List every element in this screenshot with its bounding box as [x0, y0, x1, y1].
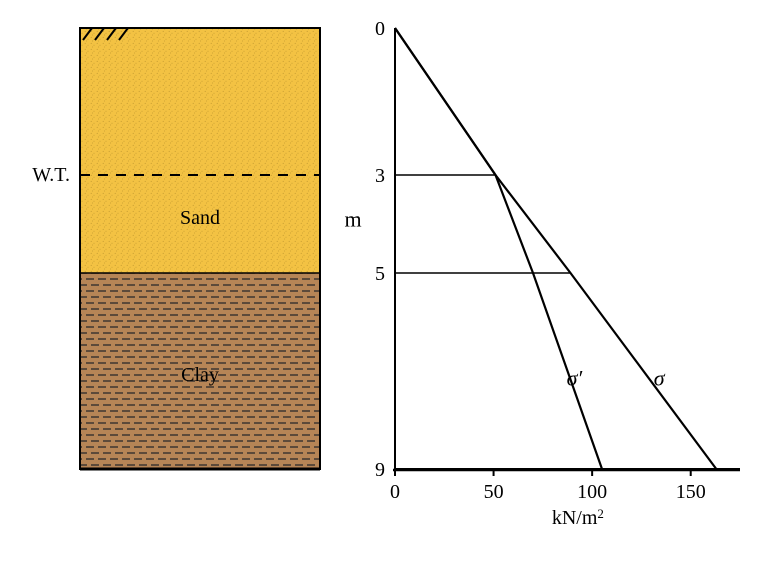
- y-tick-label-5: 5: [375, 263, 385, 285]
- x-axis-label: kN/m2: [552, 506, 604, 529]
- y-axis-label: m: [344, 206, 361, 231]
- soil-layer-sand: [80, 28, 320, 273]
- scene-svg: W.T.SandClayσσ′0359050100150mkN/m2: [0, 0, 776, 568]
- soil-layer-label-clay: Clay: [181, 364, 219, 386]
- x-tick-label-150: 150: [676, 481, 706, 503]
- y-tick-label-9: 9: [375, 459, 385, 481]
- water-table-label: W.T.: [32, 164, 70, 186]
- y-tick-label-0: 0: [375, 18, 385, 40]
- x-tick-label-100: 100: [577, 481, 607, 503]
- series-label-sigma: σ: [654, 366, 666, 391]
- x-tick-label-50: 50: [484, 481, 504, 503]
- y-tick-label-3: 3: [375, 165, 385, 187]
- x-tick-label-0: 0: [390, 481, 400, 503]
- soil-layer-label-sand: Sand: [180, 207, 220, 229]
- soil-profile-and-stress-diagram: { "figure": { "background_color": "#ffff…: [0, 0, 776, 568]
- series-label-sigma_prime: σ′: [567, 366, 584, 391]
